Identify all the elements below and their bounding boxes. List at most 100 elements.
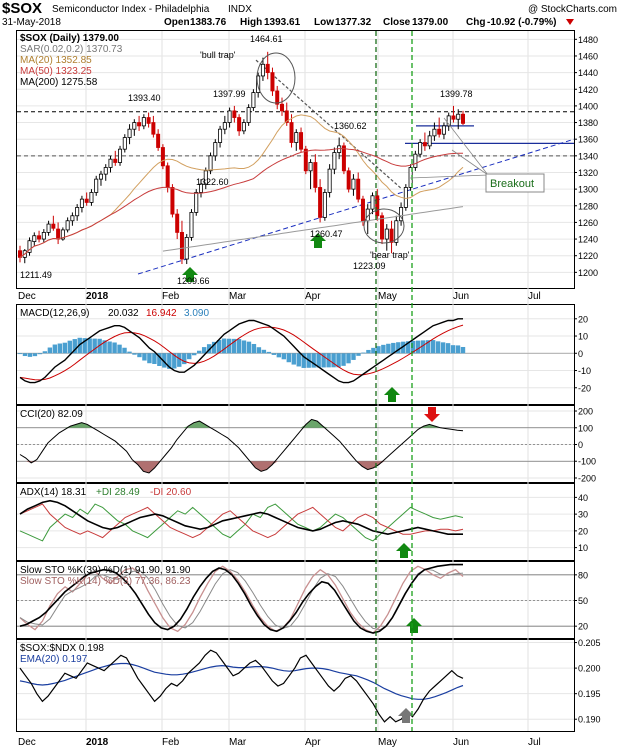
macd-histogram-bar (435, 341, 441, 354)
macd-histogram-bar (361, 352, 366, 354)
watermark: @ StockCharts.com (528, 4, 617, 15)
macd-histogram-bar (341, 353, 346, 366)
candle-body (222, 122, 227, 130)
candle-body (156, 133, 161, 148)
label-1260: 1260.47 (310, 229, 343, 239)
ratio-up-arrow (398, 708, 414, 723)
macd-histogram-bar (440, 342, 446, 354)
macd-histogram-bar (445, 343, 451, 354)
candle-body (260, 63, 265, 77)
macd-histogram-bar (455, 345, 461, 354)
label-1209: 1209.66 (177, 276, 210, 286)
macd-histogram-bar (236, 338, 242, 354)
price-y-tick-label: 1420 (578, 85, 598, 95)
price-y-tick-label: 1380 (578, 118, 598, 128)
macd-histogram-bar (246, 341, 252, 354)
svg-text:Chg: Chg (466, 17, 485, 28)
macd-histogram-bar (321, 353, 326, 368)
candle-body (56, 228, 61, 240)
candle-body (418, 142, 423, 155)
candle-body (279, 103, 284, 112)
macd-histogram-bar (301, 353, 306, 368)
ema20-line (19, 662, 464, 700)
candle-body (294, 132, 299, 143)
candle-body (160, 147, 165, 167)
macd-histogram-bar (162, 353, 167, 368)
ratio-panel-frame (16, 639, 575, 732)
candle-body (246, 107, 251, 123)
candle-body (199, 183, 204, 193)
price-y-tick-label: 1220 (578, 251, 598, 261)
adx-y-tick-label: 20 (578, 526, 588, 536)
sto-y-tick-label: 20 (578, 622, 588, 632)
candle-body (65, 220, 70, 231)
macd-histogram-bar (296, 353, 301, 367)
macd-histogram-bar (97, 338, 102, 354)
quote-change: -10.92 (-0.79%) (487, 17, 556, 28)
macd-histogram-bar (17, 353, 23, 355)
macd-histogram-bar (286, 353, 291, 363)
chart-exchange: INDX (228, 4, 252, 15)
candle-body (113, 158, 118, 163)
adx-y-tick-label: 40 (578, 493, 588, 503)
macd-histogram-bar (281, 353, 287, 360)
macd-histogram-bar (316, 353, 321, 368)
macd-histogram-bar (152, 353, 157, 364)
adx-line (19, 499, 463, 536)
x-tick-label-top: 2018 (86, 291, 109, 302)
price-y-tick-label: 1280 (578, 201, 598, 211)
cci-y-tick-label: 0 (578, 440, 583, 450)
macd-histogram-bar (430, 340, 436, 354)
quote-bar: Open 1383.76 High 1393.61 Low 1377.32 Close… (164, 17, 556, 28)
macd-histogram-bar (147, 353, 152, 364)
macd-histogram-bar (182, 353, 187, 365)
candle-body (351, 178, 356, 190)
adx-up-arrow (396, 543, 412, 558)
candle-body (151, 122, 156, 135)
price-y-tick-label: 1480 (578, 35, 598, 45)
svg-text:Close: Close (383, 17, 411, 28)
price-panel-frame (16, 30, 575, 289)
price-legend: $SOX (Daily) 1379.00 SAR(0.02,0.2) 1370.… (20, 33, 123, 88)
price-y-tick-label: 1440 (578, 68, 598, 78)
macd-histogram-bar (67, 340, 72, 354)
candle-body (189, 212, 194, 238)
macd-histogram-bar (381, 344, 386, 354)
candle-body (137, 122, 142, 127)
macd-histogram-bar (206, 344, 212, 354)
svg-text:High: High (240, 17, 262, 28)
label-1397: 1397.99 (213, 89, 246, 99)
candle-body (265, 63, 270, 74)
macd-legend-macd: 20.032 (108, 308, 139, 319)
candle-body (432, 128, 437, 137)
candle-body (170, 187, 175, 215)
candle-body (60, 229, 65, 240)
macd-histogram-bar (127, 351, 132, 354)
candle-body (51, 223, 56, 229)
macd-histogram-bar (57, 343, 63, 354)
candle-body (389, 228, 394, 243)
bear-trap-circle (363, 208, 405, 244)
cci-title: CCI(20) 82.09 (20, 409, 83, 420)
macd-histogram-bar (386, 343, 391, 354)
x-tick-label-bottom: Apr (305, 737, 321, 748)
candle-body (299, 132, 304, 150)
macd-histogram-bar (401, 341, 406, 354)
macd-histogram-bar (201, 347, 207, 354)
candle-body (256, 75, 261, 93)
label-1399: 1399.78 (440, 89, 473, 99)
macd-histogram-bar (391, 342, 396, 354)
candle-body (370, 195, 375, 210)
bear-trap-label: 'bear trap' (370, 250, 410, 260)
candle-body (275, 90, 280, 105)
candle-body (179, 232, 184, 260)
bull-trap-circle (256, 52, 296, 104)
x-tick-label-bottom: Jun (453, 737, 469, 748)
candle-body (118, 148, 123, 163)
macd-histogram-bar (420, 340, 426, 354)
price-y-tick-label: 1400 (578, 101, 598, 111)
x-tick-label-bottom: Dec (18, 737, 36, 748)
macd-histogram-bar (371, 347, 376, 354)
x-tick-label-top: Feb (162, 291, 180, 302)
price-y-tick-label: 1300 (578, 185, 598, 195)
